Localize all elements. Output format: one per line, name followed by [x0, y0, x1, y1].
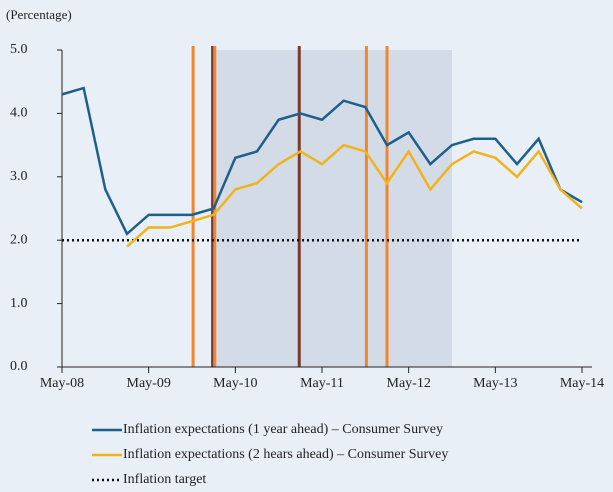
x-tick-label: May-13 — [473, 376, 517, 391]
y-tick-label: 4.0 — [10, 106, 28, 121]
y-tick-label: 5.0 — [10, 42, 28, 57]
unit-label: (Percentage) — [6, 7, 72, 22]
x-tick-label: May-14 — [560, 376, 604, 391]
y-tick-label: 2.0 — [10, 232, 28, 247]
y-tick-label: 1.0 — [10, 296, 28, 311]
x-tick-label: May-11 — [300, 376, 344, 391]
series-line — [61, 86, 583, 236]
x-tick-label: May-08 — [40, 376, 84, 391]
y-tick-label: 0.0 — [10, 359, 28, 374]
legend-label: Inflation target — [123, 472, 206, 487]
series-line — [126, 143, 583, 248]
x-tick-label: May-09 — [127, 376, 171, 391]
shaded-period — [213, 50, 452, 367]
y-tick-label: 3.0 — [10, 169, 28, 184]
legend-label: Inflation expectations (1 year ahead) – … — [123, 422, 443, 437]
legend-label: Inflation expectations (2 hears ahead) –… — [123, 447, 448, 462]
x-tick-label: May-12 — [387, 376, 431, 391]
x-tick-label: May-10 — [213, 376, 257, 391]
